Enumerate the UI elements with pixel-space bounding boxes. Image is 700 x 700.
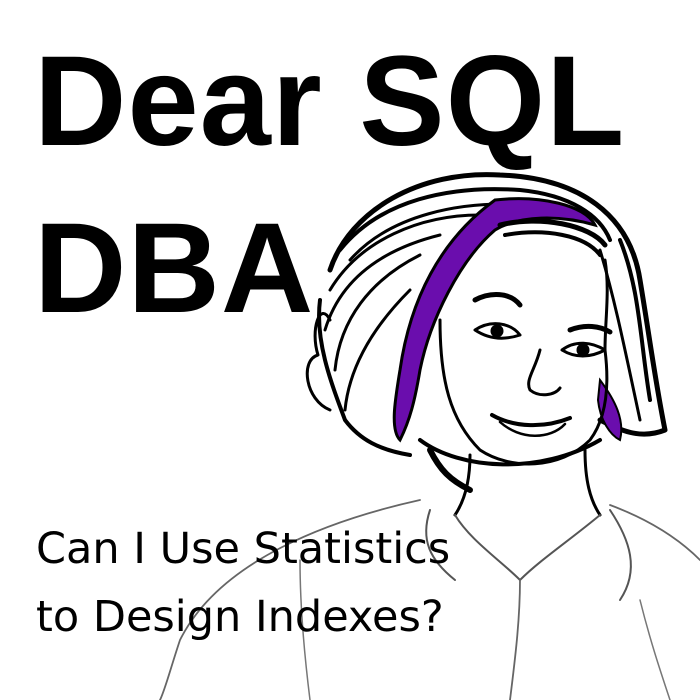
right-eyebrow: [567, 323, 613, 335]
title-line-2: DBA: [34, 197, 315, 340]
title-line-1: Dear SQL: [34, 30, 626, 173]
collar: [454, 514, 601, 581]
nose: [527, 348, 562, 397]
shoulders: [159, 499, 421, 700]
right-eye: [560, 341, 607, 358]
hair-highlight: [392, 197, 598, 443]
subtitle-line-2: to Design Indexes?: [36, 592, 444, 642]
mouth: [490, 413, 572, 428]
hair-outline: [327, 172, 668, 437]
subtitle-line-1: Can I Use Statistics: [36, 524, 451, 574]
left-eye: [473, 322, 522, 340]
left-eyebrow: [472, 292, 523, 308]
